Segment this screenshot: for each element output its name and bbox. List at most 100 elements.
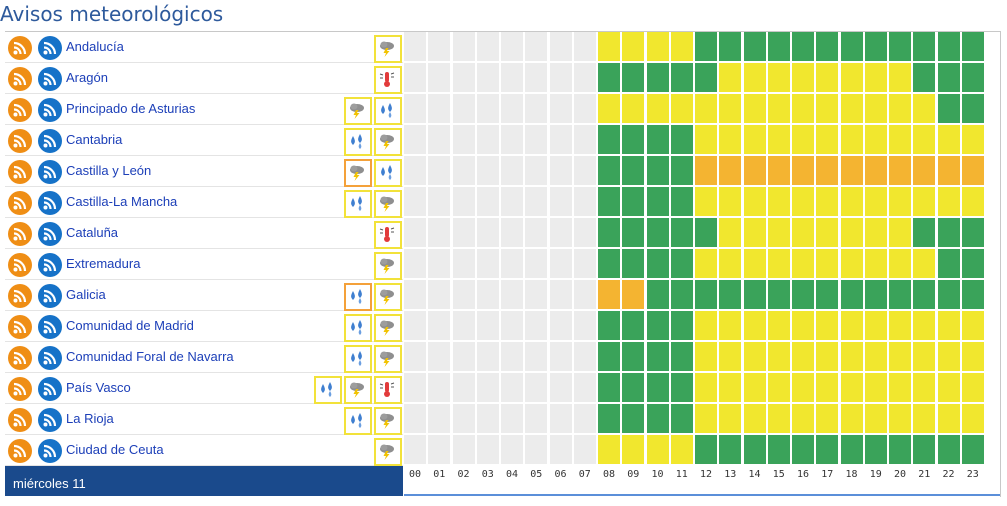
hour-cell: [864, 94, 887, 123]
hour-cell: [501, 156, 523, 185]
hour-cell: [937, 125, 960, 154]
region-link[interactable]: Galicia: [66, 287, 106, 302]
storm-icon[interactable]: [374, 35, 402, 63]
hour-cell: [598, 404, 620, 433]
region-link[interactable]: Aragón: [66, 70, 108, 85]
region-link[interactable]: Andalucía: [66, 39, 124, 54]
rss-feed-icon[interactable]: [8, 408, 32, 432]
rss-cap-icon[interactable]: [38, 439, 62, 463]
hour-cell: [913, 249, 936, 278]
rss-cap-icon[interactable]: [38, 346, 62, 370]
hour-cell: [767, 373, 790, 402]
rss-feed-icon[interactable]: [8, 346, 32, 370]
region-link[interactable]: País Vasco: [66, 380, 131, 395]
hour-cell: [452, 373, 475, 402]
region-link[interactable]: Comunidad de Madrid: [66, 318, 194, 333]
hourly-row: [404, 125, 986, 156]
hour-cell: [501, 94, 523, 123]
rain-icon[interactable]: [344, 128, 372, 156]
hour-cell: [452, 187, 475, 216]
storm-icon[interactable]: [344, 97, 372, 125]
day-header[interactable]: miércoles 11: [5, 466, 403, 496]
warning-icons: [374, 252, 404, 280]
rain-icon[interactable]: [344, 190, 372, 218]
region-link[interactable]: Comunidad Foral de Navarra: [66, 349, 234, 364]
rss-cap-icon[interactable]: [38, 160, 62, 184]
rss-feed-icon[interactable]: [8, 253, 32, 277]
storm-icon[interactable]: [374, 252, 402, 280]
hour-cell: [695, 32, 717, 61]
region-link[interactable]: Principado de Asturias: [66, 101, 196, 116]
hour-cell: [404, 373, 426, 402]
region-link[interactable]: Extremadura: [66, 256, 141, 271]
heat-icon[interactable]: [374, 66, 402, 94]
storm-icon[interactable]: [374, 128, 402, 156]
region-link[interactable]: Castilla y León: [66, 163, 152, 178]
rss-cap-icon[interactable]: [38, 284, 62, 308]
storm-icon[interactable]: [374, 407, 402, 435]
hour-cell: [428, 156, 451, 185]
hour-cell: [913, 218, 936, 247]
hour-cell: [646, 249, 669, 278]
hour-cell: [501, 125, 523, 154]
hour-cell: [452, 435, 475, 464]
rain-icon[interactable]: [374, 159, 402, 187]
region-link[interactable]: Cantabria: [66, 132, 123, 147]
rain-icon[interactable]: [344, 407, 372, 435]
rss-cap-icon[interactable]: [38, 253, 62, 277]
hour-cell: [961, 342, 984, 371]
rss-feed-icon[interactable]: [8, 377, 32, 401]
rss-feed-icon[interactable]: [8, 160, 32, 184]
rain-icon[interactable]: [314, 376, 342, 404]
rss-feed-icon[interactable]: [8, 191, 32, 215]
hour-cell: [719, 156, 742, 185]
rss-cap-icon[interactable]: [38, 377, 62, 401]
hour-cell: [598, 218, 620, 247]
rain-icon[interactable]: [374, 97, 402, 125]
warning-icons: [344, 283, 404, 311]
rain-icon[interactable]: [344, 283, 372, 311]
region-link[interactable]: Castilla-La Mancha: [66, 194, 178, 209]
heat-icon[interactable]: [374, 376, 402, 404]
rss-feed-icon[interactable]: [8, 222, 32, 246]
warning-icons: [344, 97, 404, 125]
hour-cell: [476, 342, 499, 371]
hour-cell: [670, 249, 693, 278]
storm-icon[interactable]: [374, 190, 402, 218]
rss-feed-icon[interactable]: [8, 98, 32, 122]
rss-cap-icon[interactable]: [38, 315, 62, 339]
region-link[interactable]: La Rioja: [66, 411, 114, 426]
rss-cap-icon[interactable]: [38, 129, 62, 153]
storm-icon[interactable]: [374, 283, 402, 311]
rss-cap-icon[interactable]: [38, 98, 62, 122]
rss-feed-icon[interactable]: [8, 36, 32, 60]
rss-feed-icon[interactable]: [8, 67, 32, 91]
hour-cell: [622, 311, 645, 340]
hour-cell: [767, 32, 790, 61]
rain-icon[interactable]: [344, 314, 372, 342]
rss-cap-icon[interactable]: [38, 36, 62, 60]
hour-cell: [670, 373, 693, 402]
hour-cell: [913, 63, 936, 92]
storm-icon[interactable]: [374, 345, 402, 373]
rss-cap-icon[interactable]: [38, 67, 62, 91]
hour-cell: [670, 280, 693, 309]
storm-icon[interactable]: [374, 314, 402, 342]
hour-cell: [792, 342, 814, 371]
hour-cell: [961, 125, 984, 154]
heat-icon[interactable]: [374, 221, 402, 249]
hour-cell: [767, 125, 790, 154]
rss-feed-icon[interactable]: [8, 439, 32, 463]
region-link[interactable]: Cataluña: [66, 225, 119, 240]
rss-cap-icon[interactable]: [38, 222, 62, 246]
rss-feed-icon[interactable]: [8, 129, 32, 153]
rss-cap-icon[interactable]: [38, 408, 62, 432]
rain-icon[interactable]: [344, 345, 372, 373]
storm-icon[interactable]: [344, 376, 372, 404]
rss-feed-icon[interactable]: [8, 315, 32, 339]
storm-icon[interactable]: [344, 159, 372, 187]
storm-icon[interactable]: [374, 438, 402, 466]
region-link[interactable]: Ciudad de Ceuta: [66, 442, 164, 457]
rss-feed-icon[interactable]: [8, 284, 32, 308]
rss-cap-icon[interactable]: [38, 191, 62, 215]
